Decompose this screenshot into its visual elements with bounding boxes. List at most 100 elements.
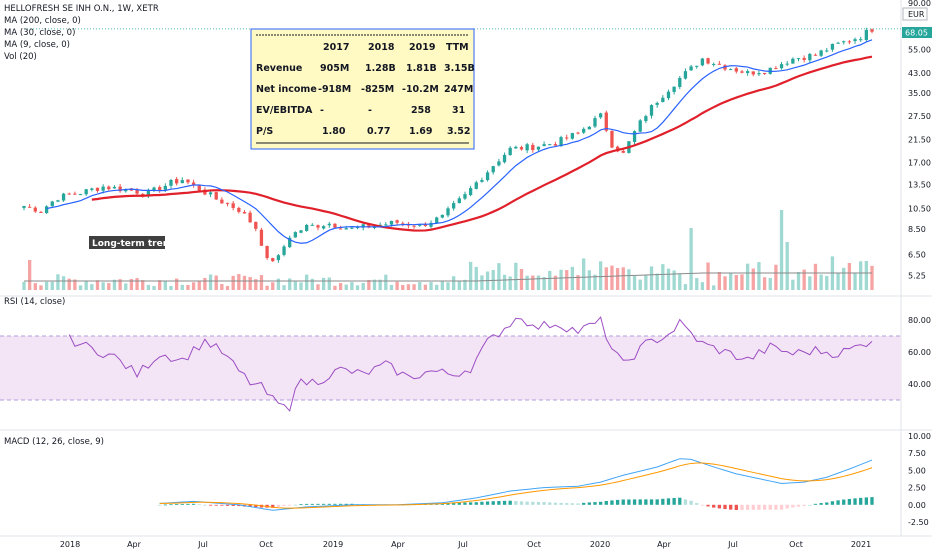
fundamentals-table[interactable]: 2017 2018 2019 TTM Revenue 905M 1.28B 1.… — [250, 28, 475, 150]
price-axis-tick: 21.50 — [908, 136, 931, 145]
macd-histogram-bar — [661, 498, 665, 505]
candle-body — [186, 179, 190, 183]
rsi-title: RSI (14, close) — [4, 297, 65, 307]
volume-bar — [282, 285, 286, 290]
macd-histogram-bar — [830, 501, 835, 505]
macd-histogram-bar — [779, 504, 784, 510]
candle-body — [22, 205, 26, 208]
candle-body — [84, 189, 88, 195]
volume-bar — [757, 262, 761, 290]
candle-body — [514, 146, 518, 149]
candle-body — [395, 220, 399, 223]
macd-histogram-bar — [700, 504, 705, 506]
candle-body — [757, 73, 761, 75]
volume-bar — [191, 282, 196, 290]
candle-body — [485, 172, 490, 181]
candle-body — [293, 232, 298, 238]
volume-bar — [514, 262, 518, 290]
macd-histogram-bar — [254, 504, 258, 508]
volume-bar — [870, 265, 874, 290]
legend-ma200: MA (200, close, 0) — [4, 16, 81, 26]
macd-histogram-bar — [310, 503, 314, 505]
candle-body — [666, 91, 671, 99]
volume-bar — [502, 274, 507, 290]
macd-axis-tick: 10.00 — [908, 432, 931, 441]
macd-histogram-bar — [740, 504, 744, 510]
price-axis-tick: 13.50 — [908, 180, 931, 189]
candle-body — [751, 71, 755, 75]
candle-body — [565, 137, 569, 139]
candle-body — [56, 200, 60, 202]
macd-histogram-bar — [598, 501, 603, 505]
rsi-pane[interactable] — [0, 316, 901, 412]
candle-body — [73, 193, 77, 195]
candle-body — [191, 182, 196, 185]
volume-bar — [627, 269, 631, 290]
macd-histogram-bar — [468, 502, 473, 505]
candle-body — [33, 207, 37, 212]
macd-histogram-bar — [169, 504, 173, 506]
volume-bar — [401, 285, 405, 290]
volume-bar — [842, 267, 846, 290]
volume-bar — [141, 280, 145, 290]
volume-bar — [169, 285, 173, 290]
macd-histogram-bar — [683, 499, 688, 505]
volume-bar — [700, 282, 705, 290]
macd-histogram-bar — [570, 503, 575, 505]
candle-body — [355, 227, 360, 229]
macd-histogram-bar — [180, 503, 184, 505]
volume-bar — [531, 275, 535, 290]
volume-bar — [310, 278, 314, 290]
macd-histogram-bar — [734, 504, 738, 511]
candle-body — [310, 224, 314, 226]
price-axis-tick: 55.00 — [908, 45, 931, 54]
price-pane[interactable] — [22, 27, 901, 290]
macd-histogram-bar — [237, 504, 241, 507]
candle-body — [174, 179, 179, 184]
volume-bar — [813, 263, 818, 290]
time-axis-tick: 2019 — [323, 540, 343, 549]
candle-body — [531, 144, 535, 151]
volume-bar — [774, 264, 778, 290]
macd-histogram-bar — [712, 504, 716, 508]
volume-bar — [276, 278, 281, 290]
macd-pane[interactable] — [158, 458, 874, 511]
macd-histogram-bar — [163, 504, 167, 506]
candle-body — [734, 68, 738, 72]
candle-body — [519, 147, 524, 150]
candle-body — [621, 150, 625, 153]
candle-body — [225, 202, 230, 204]
volume-bar — [853, 273, 857, 290]
candle-body — [796, 58, 801, 60]
candle-body — [678, 77, 682, 87]
table-cell: -825M — [361, 84, 394, 95]
volume-bar — [440, 281, 444, 290]
candle-body — [632, 131, 637, 143]
volume-bar — [321, 277, 326, 290]
candle-body — [672, 86, 676, 92]
volume-bar — [655, 273, 659, 290]
candle-body — [853, 39, 857, 42]
candle-body — [146, 190, 151, 196]
annotation-box[interactable] — [89, 236, 165, 249]
macd-histogram-bar — [768, 504, 772, 510]
volume-bar — [565, 270, 569, 290]
volume-bar — [819, 274, 823, 290]
volume-bar — [808, 276, 812, 290]
candle-body — [655, 102, 659, 105]
volume-bar — [225, 285, 230, 290]
price-axis-tick: 17.00 — [908, 158, 931, 167]
candle-body — [124, 189, 128, 192]
candle-body — [830, 43, 835, 50]
table-col-2018: 2018 — [368, 42, 395, 53]
currency-badge[interactable] — [902, 7, 928, 21]
candle-body — [802, 57, 806, 60]
candle-body — [808, 53, 812, 61]
candle-body — [536, 146, 541, 150]
legend-ma30: MA (30, close, 0) — [4, 28, 75, 38]
table-cell: -10.2M — [402, 84, 439, 95]
macd-histogram-bar — [542, 502, 546, 505]
time-axis-tick: 2021 — [851, 540, 871, 549]
macd-line — [159, 458, 873, 511]
